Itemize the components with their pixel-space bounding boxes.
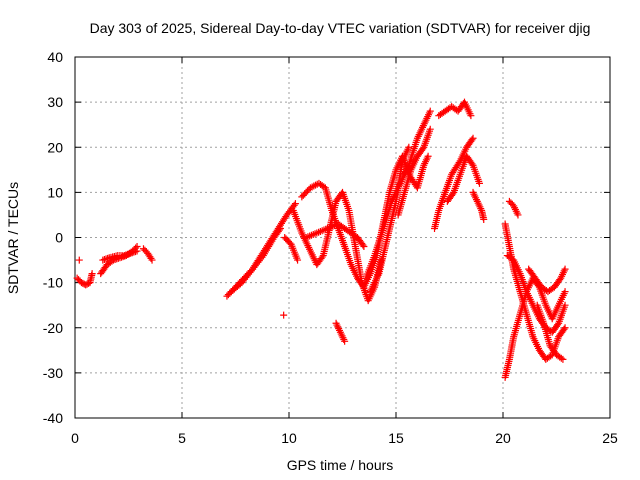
data-point (426, 107, 434, 115)
series-trace (289, 188, 385, 305)
data-point (276, 224, 284, 232)
series-trace (366, 143, 413, 296)
y-tick-label: 40 (47, 49, 63, 65)
series-trace (431, 134, 477, 232)
data-point (467, 112, 475, 120)
series-trace (332, 319, 349, 345)
y-tick-label: -10 (43, 275, 63, 291)
series-trace (227, 224, 284, 296)
data-point (560, 325, 568, 333)
y-tick-label: -30 (43, 365, 63, 381)
data-point (419, 145, 427, 153)
y-axis-label: SDTVAR / TECUs (5, 182, 21, 294)
data-point (424, 152, 432, 160)
series-trace (99, 247, 141, 264)
data-point (554, 321, 562, 329)
data-point (480, 215, 488, 223)
y-tick-label: -40 (43, 410, 63, 426)
x-tick-label: 20 (495, 430, 511, 446)
x-tick-label: 25 (602, 430, 618, 446)
data-point (280, 311, 288, 319)
data-point (318, 253, 326, 261)
data-points (73, 98, 569, 381)
x-tick-label: 5 (178, 430, 186, 446)
data-point (359, 241, 367, 249)
data-point (341, 337, 349, 345)
data-point (557, 354, 565, 362)
data-point (561, 301, 569, 309)
axis-ticks (74, 56, 611, 419)
data-point (147, 254, 155, 262)
data-point (148, 256, 156, 264)
x-tick-label: 15 (388, 430, 404, 446)
data-point (469, 134, 477, 142)
series-trace (75, 256, 83, 264)
series-trace (73, 270, 96, 289)
data-point (559, 355, 567, 363)
series-trace (280, 311, 288, 319)
series-trace (469, 188, 488, 223)
data-point (426, 125, 434, 133)
data-point (405, 143, 413, 151)
data-point (294, 256, 302, 264)
series-trace (503, 252, 569, 336)
data-point (360, 243, 368, 251)
series-trace (443, 152, 483, 205)
data-point (468, 136, 476, 144)
data-point (75, 256, 83, 264)
data-point (449, 190, 457, 198)
series-trace (223, 200, 299, 300)
y-tick-label: 30 (47, 94, 63, 110)
grid (75, 57, 610, 418)
x-tick-label: 0 (71, 430, 79, 446)
x-tick-labels: 0 5 10 15 20 25 (71, 430, 618, 446)
data-point (291, 200, 299, 208)
x-tick-label: 10 (281, 430, 297, 446)
series-trace (281, 234, 302, 264)
data-point (275, 226, 283, 234)
y-tick-label: 20 (47, 139, 63, 155)
data-point (290, 201, 298, 209)
series-trace (139, 245, 156, 264)
data-point (561, 324, 569, 332)
series-trace (525, 265, 569, 296)
series-trace (394, 125, 434, 219)
y-tick-label: 0 (55, 230, 63, 246)
series-trace (302, 220, 368, 251)
data-point (88, 270, 96, 278)
data-point (561, 265, 569, 273)
chart-title: Day 303 of 2025, Sidereal Day-to-day VTE… (90, 20, 591, 36)
y-tick-label: -20 (43, 320, 63, 336)
series-trace (505, 197, 522, 219)
y-tick-labels: -40 -30 -20 -10 0 10 20 30 40 (43, 49, 63, 426)
data-point (561, 288, 569, 296)
data-point (514, 211, 522, 219)
series-trace (533, 301, 567, 363)
data-point (468, 160, 476, 168)
data-point (133, 247, 141, 255)
series-trace (435, 98, 475, 120)
x-axis-label: GPS time / hours (287, 457, 394, 473)
data-point (475, 179, 483, 187)
y-tick-label: 10 (47, 184, 63, 200)
